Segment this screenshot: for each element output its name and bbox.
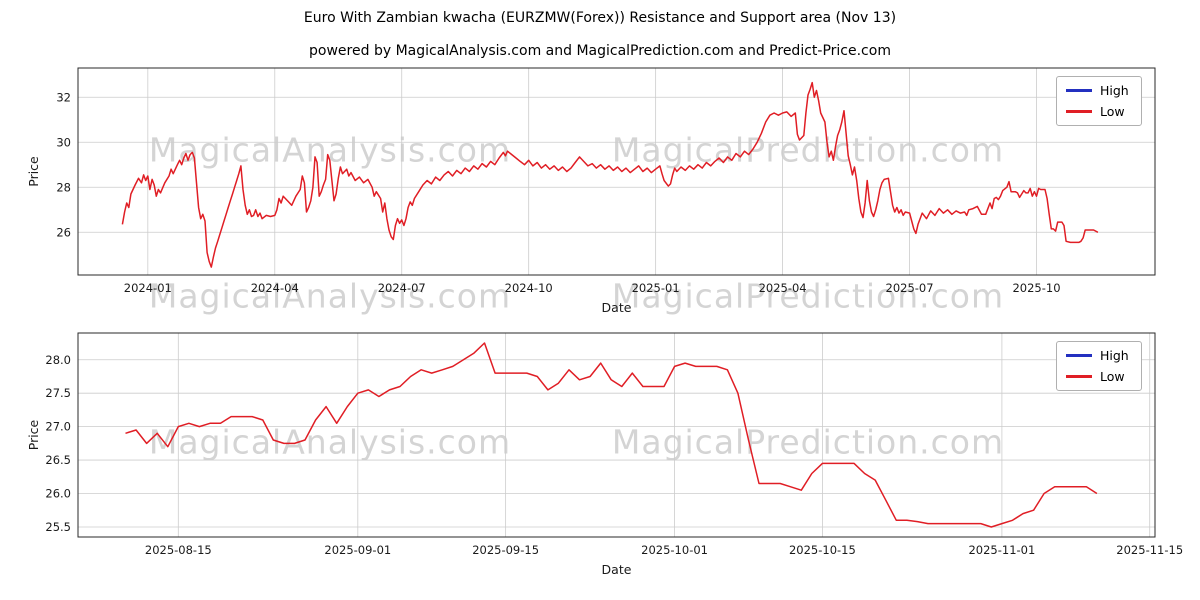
y-tick-label: 26.5 xyxy=(45,453,71,467)
x-tick-label: 2024-10 xyxy=(505,281,553,295)
legend-top-chart: High Low xyxy=(1056,76,1142,126)
legend-item-low: Low xyxy=(1066,369,1129,384)
watermark-analysis-mid: MagicalAnalysis.com xyxy=(148,276,512,316)
series-line-low xyxy=(125,342,1098,528)
y-tick-label: 25.5 xyxy=(45,520,71,534)
low-line-swatch xyxy=(1066,375,1092,378)
plot-border xyxy=(77,332,1156,538)
x-tick-label: 2025-01 xyxy=(632,281,680,295)
plot-border xyxy=(77,67,1156,276)
legend-label-high: High xyxy=(1100,348,1129,363)
x-tick-label: 2024-04 xyxy=(251,281,299,295)
legend-bottom-chart: High Low xyxy=(1056,341,1142,391)
y-axis-label: Price xyxy=(26,156,41,187)
legend-item-high: High xyxy=(1066,348,1129,363)
x-tick-label: 2025-10 xyxy=(1012,281,1060,295)
y-tick-label: 28 xyxy=(56,180,71,194)
high-line-swatch xyxy=(1066,354,1092,357)
x-tick-label: 2024-07 xyxy=(378,281,426,295)
page-subtitle: powered by MagicalAnalysis.com and Magic… xyxy=(309,43,891,59)
x-tick-label: 2025-09-01 xyxy=(324,543,391,557)
legend-label-low: Low xyxy=(1100,104,1125,119)
x-tick-label: 2025-07 xyxy=(886,281,934,295)
legend-item-low: Low xyxy=(1066,104,1129,119)
y-tick-label: 32 xyxy=(56,90,71,104)
watermark-prediction-bottom: MagicalPrediction.com xyxy=(611,422,1005,462)
price-history-chart: 2024-01 2024-04 2024-07 2024-10 2025-01 2025-… xyxy=(26,67,1156,315)
x-tick-label: 2025-10-15 xyxy=(789,543,856,557)
x-tick-label: 2025-04 xyxy=(759,281,807,295)
y-tick-label: 27.0 xyxy=(45,420,71,434)
y-tick-label: 28.0 xyxy=(45,353,71,367)
y-axis-label: Price xyxy=(26,419,41,450)
x-axis-label: Date xyxy=(602,562,632,577)
x-tick-label: 2024-01 xyxy=(124,281,172,295)
x-tick-label: 2025-11-01 xyxy=(968,543,1035,557)
y-tick-label: 27.5 xyxy=(45,386,71,400)
legend-label-high: High xyxy=(1100,83,1129,98)
watermark-analysis-bottom: MagicalAnalysis.com xyxy=(148,422,512,462)
x-axis-label: Date xyxy=(602,300,632,315)
watermark-prediction-mid: MagicalPrediction.com xyxy=(611,276,1005,316)
y-tick-label: 26 xyxy=(56,225,71,239)
legend-label-low: Low xyxy=(1100,369,1125,384)
series-line-low xyxy=(121,81,1099,268)
legend-item-high: High xyxy=(1066,83,1129,98)
low-line-swatch xyxy=(1066,110,1092,113)
high-line-swatch xyxy=(1066,89,1092,92)
x-tick-label: 2025-10-01 xyxy=(641,543,708,557)
watermark-prediction-top: MagicalPrediction.com xyxy=(611,130,1005,170)
price-recent-chart: 2025-08-15 2025-09-01 2025-09-15 2025-10-01… xyxy=(26,332,1183,577)
x-tick-label: 2025-08-15 xyxy=(145,543,212,557)
y-tick-label: 30 xyxy=(56,135,71,149)
x-tick-label: 2025-11-15 xyxy=(1116,543,1183,557)
page-title: Euro With Zambian kwacha (EURZMW(Forex))… xyxy=(303,10,897,26)
x-tick-label: 2025-09-15 xyxy=(472,543,539,557)
y-tick-label: 26.0 xyxy=(45,487,71,501)
